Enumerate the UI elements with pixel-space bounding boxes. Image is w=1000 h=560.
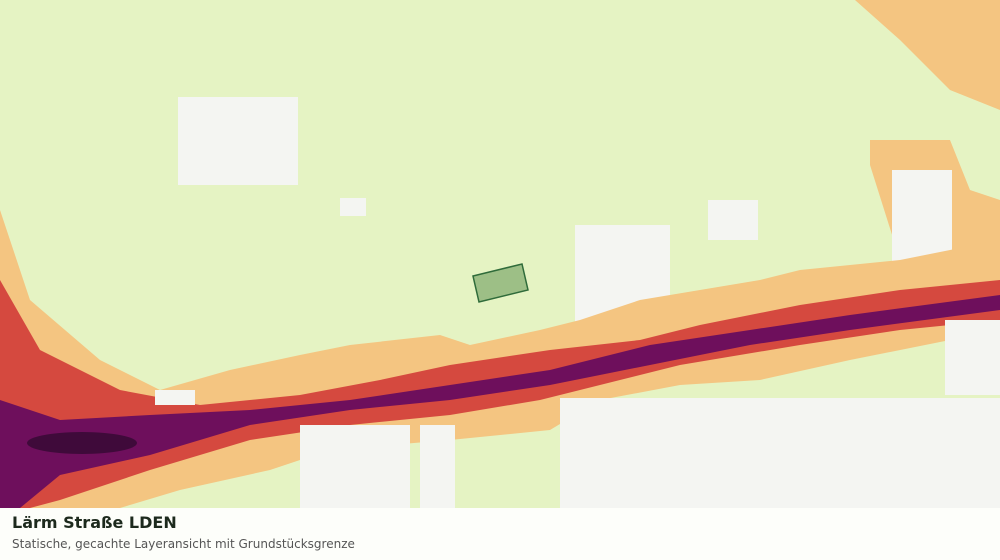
noise-zone — [855, 0, 1000, 110]
caption-title: Lärm Straße LDEN — [12, 513, 177, 532]
building-block — [420, 425, 455, 508]
building-block — [178, 97, 298, 185]
building-block — [155, 390, 195, 405]
parcel-boundary — [472, 263, 529, 303]
building-block — [708, 200, 758, 240]
buildings — [155, 320, 1000, 508]
building-block — [300, 425, 410, 508]
caption-subtitle: Statische, gecachte Layeransicht mit Gru… — [12, 537, 355, 551]
building-block — [340, 198, 366, 216]
building-block — [560, 398, 1000, 508]
noise-zone — [27, 432, 137, 454]
caption-panel — [0, 508, 1000, 560]
noise-zone — [0, 295, 1000, 508]
building-block — [945, 320, 1000, 395]
